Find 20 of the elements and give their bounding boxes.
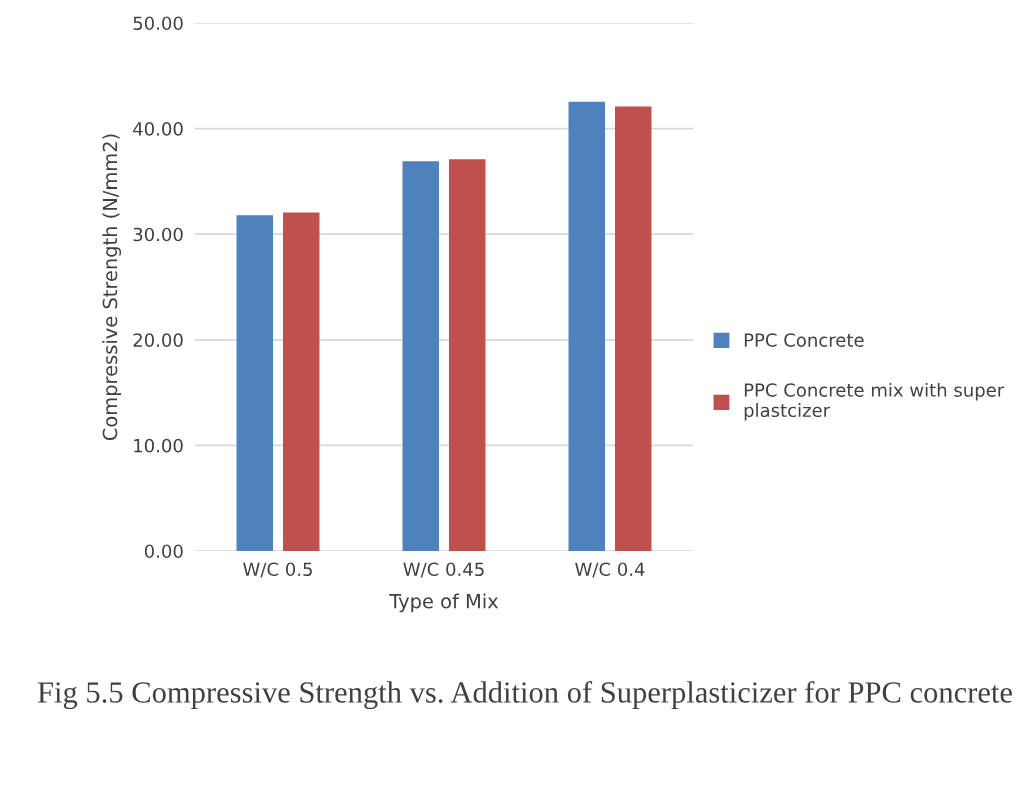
- y-tick-label: 20.00: [133, 333, 183, 347]
- y-tick-label: 30.00: [133, 227, 183, 242]
- y-axis-title: Compressive Strength (N/mm2): [102, 134, 122, 441]
- x-tick-label: W/C 0.4: [575, 562, 645, 578]
- y-tick-label: 50.00: [133, 16, 183, 31]
- bar: [448, 159, 486, 551]
- y-tick-label: 10.00: [134, 438, 183, 453]
- legend-label: PPC Concrete mix with super plastcizer: [744, 382, 1005, 421]
- y-tick-label: 40.00: [133, 122, 183, 136]
- bar: [402, 161, 440, 551]
- legend-label: PPC Concrete: [744, 333, 864, 347]
- y-tick-label: 0.00: [144, 544, 183, 559]
- bar: [282, 212, 320, 551]
- bar: [568, 101, 606, 551]
- text: Fig 5.5 Compressive Strength vs. Addition of Superplasticizer for PPC concrete: [37, 680, 1012, 710]
- bar: [236, 215, 274, 551]
- x-tick-label: W/C 0.5: [243, 562, 312, 578]
- x-tick-label: W/C 0.45: [403, 562, 484, 578]
- bar: [614, 106, 652, 551]
- x-axis-title: Type of Mix: [389, 593, 499, 613]
